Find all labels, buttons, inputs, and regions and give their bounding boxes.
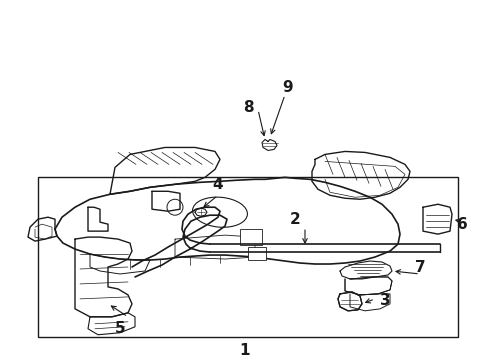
Text: 6: 6 (457, 217, 467, 232)
Bar (38, 177, 458, 337)
Polygon shape (152, 191, 180, 211)
Text: 9: 9 (283, 80, 294, 95)
Polygon shape (338, 292, 362, 311)
Bar (248, 247, 266, 260)
Text: 1: 1 (240, 343, 250, 358)
Polygon shape (345, 277, 392, 295)
Polygon shape (340, 261, 392, 279)
Polygon shape (28, 217, 57, 241)
Polygon shape (75, 237, 132, 317)
Polygon shape (55, 177, 400, 264)
Text: 4: 4 (213, 177, 223, 192)
Polygon shape (423, 204, 452, 234)
Ellipse shape (193, 197, 247, 227)
Polygon shape (175, 235, 255, 259)
Polygon shape (88, 207, 108, 231)
Polygon shape (90, 254, 150, 274)
Text: 2: 2 (290, 212, 300, 227)
Text: 7: 7 (415, 260, 425, 275)
Text: 3: 3 (380, 293, 391, 309)
Text: 8: 8 (243, 100, 253, 115)
Polygon shape (312, 152, 410, 199)
Text: 5: 5 (115, 321, 125, 336)
Polygon shape (110, 148, 220, 194)
Circle shape (167, 199, 183, 215)
Bar (240, 229, 262, 245)
